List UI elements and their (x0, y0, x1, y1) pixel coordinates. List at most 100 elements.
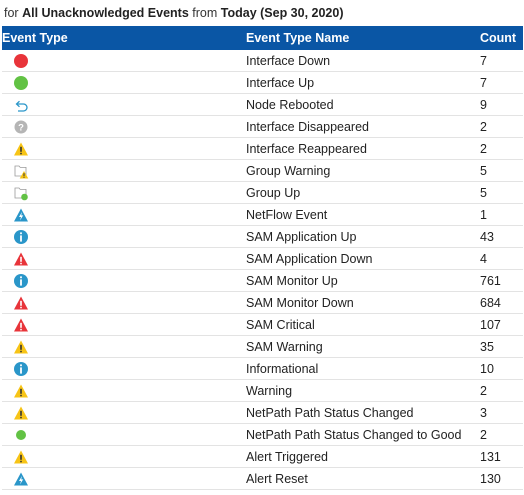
info-icon (13, 229, 29, 245)
critical-triangle-icon (13, 317, 29, 333)
event-type-name-cell: Interface Disappeared (246, 115, 480, 138)
svg-text:?: ? (18, 122, 24, 133)
green-circle-icon (13, 75, 29, 91)
critical-triangle-icon (13, 251, 29, 267)
event-count-cell: 35 (480, 335, 523, 358)
event-type-name-cell: Alert Triggered (246, 445, 480, 468)
event-count-cell: 2 (480, 115, 523, 138)
subtitle-filter: All Unacknowledged Events (22, 6, 189, 20)
event-type-cell (2, 247, 246, 270)
event-type-name-cell: Interface Up (246, 71, 480, 94)
warning-triangle-icon (13, 141, 29, 157)
table-row[interactable]: Interface Up 7 (2, 71, 523, 94)
table-row[interactable]: NetPath Path Status Changed to Good 2 (2, 423, 523, 446)
header-row: Event Type Event Type Name Count (2, 26, 523, 50)
event-count-cell: 3 (480, 401, 523, 424)
event-type-cell (2, 379, 246, 402)
header-event-type-name[interactable]: Event Type Name (246, 26, 480, 50)
group-warning-icon (13, 163, 29, 179)
warning-triangle-icon (13, 405, 29, 421)
event-type-name-cell: SAM Warning (246, 335, 480, 358)
table-row[interactable]: Group Up 5 (2, 181, 523, 204)
table-row[interactable]: SAM Application Up 43 (2, 225, 523, 248)
event-count-cell: 2 (480, 137, 523, 160)
event-type-cell (2, 313, 246, 336)
event-count-cell: 5 (480, 159, 523, 182)
event-count-cell: 1 (480, 203, 523, 226)
warning-triangle-icon (13, 383, 29, 399)
event-type-cell (2, 159, 246, 182)
question-icon: ? (13, 119, 29, 135)
event-type-name-cell: SAM Monitor Up (246, 269, 480, 292)
event-type-name-cell: SAM Monitor Down (246, 291, 480, 314)
event-type-name-cell: NetPath Path Status Changed to Good (246, 423, 480, 446)
header-count[interactable]: Count (480, 26, 523, 50)
event-type-cell (2, 71, 246, 94)
event-count-cell: 7 (480, 50, 523, 72)
event-type-cell (2, 225, 246, 248)
table-row[interactable]: Interface Reappeared 2 (2, 137, 523, 160)
event-count-cell: 7 (480, 71, 523, 94)
event-count-cell: 761 (480, 269, 523, 292)
event-type-name-cell: Alert Reset (246, 467, 480, 490)
table-row[interactable]: SAM Monitor Down 684 (2, 291, 523, 314)
netflow-icon (13, 471, 29, 487)
event-type-cell (2, 335, 246, 358)
report-subtitle: for All Unacknowledged Events from Today… (0, 0, 524, 26)
table-row[interactable]: NetPath Path Status Changed 3 (2, 401, 523, 424)
event-type-cell (2, 467, 246, 490)
event-type-cell (2, 291, 246, 314)
event-count-cell: 9 (480, 93, 523, 116)
event-count-cell: 4 (480, 247, 523, 270)
reboot-arrow-icon (13, 97, 29, 113)
event-count-cell: 684 (480, 291, 523, 314)
event-type-name-cell: Informational (246, 357, 480, 380)
warning-triangle-icon (13, 339, 29, 355)
table-row[interactable]: Informational 10 (2, 357, 523, 380)
table-row[interactable]: Node Rebooted 9 (2, 93, 523, 116)
events-table-header: Event Type Event Type Name Count (2, 26, 523, 50)
table-row[interactable]: SAM Application Down 4 (2, 247, 523, 270)
netflow-icon (13, 207, 29, 223)
table-row[interactable]: SAM Monitor Up 761 (2, 269, 523, 292)
subtitle-prefix: for (4, 6, 19, 20)
events-table-body: Interface Down 7 Interface Up 7 Node Reboote… (2, 50, 523, 490)
table-row[interactable]: Alert Triggered 131 (2, 445, 523, 468)
event-type-cell (2, 181, 246, 204)
table-row[interactable]: SAM Warning 35 (2, 335, 523, 358)
event-type-name-cell: SAM Application Up (246, 225, 480, 248)
critical-triangle-icon (13, 295, 29, 311)
subtitle-mid: from (192, 6, 218, 20)
table-row[interactable]: Warning 2 (2, 379, 523, 402)
event-count-cell: 10 (480, 357, 523, 380)
event-type-name-cell: SAM Application Down (246, 247, 480, 270)
event-type-name-cell: Group Warning (246, 159, 480, 182)
table-row[interactable]: Group Warning 5 (2, 159, 523, 182)
event-count-cell: 2 (480, 379, 523, 402)
event-type-name-cell: Group Up (246, 181, 480, 204)
table-row[interactable]: Interface Down 7 (2, 50, 523, 72)
event-count-cell: 43 (480, 225, 523, 248)
event-type-name-cell: SAM Critical (246, 313, 480, 336)
event-count-cell: 2 (480, 423, 523, 446)
event-type-name-cell: Node Rebooted (246, 93, 480, 116)
small-green-dot-icon (13, 427, 29, 443)
event-type-cell (2, 357, 246, 380)
event-count-cell: 130 (480, 467, 523, 490)
event-type-name-cell: NetPath Path Status Changed (246, 401, 480, 424)
table-row[interactable]: NetFlow Event 1 (2, 203, 523, 226)
header-event-type[interactable]: Event Type (2, 26, 246, 50)
event-type-cell (2, 269, 246, 292)
table-row[interactable]: ? Interface Disappeared 2 (2, 115, 523, 138)
event-count-cell: 107 (480, 313, 523, 336)
table-row[interactable]: SAM Critical 107 (2, 313, 523, 336)
event-count-cell: 131 (480, 445, 523, 468)
event-type-cell (2, 423, 246, 446)
event-type-name-cell: NetFlow Event (246, 203, 480, 226)
event-type-cell (2, 93, 246, 116)
info-icon (13, 361, 29, 377)
event-type-name-cell: Interface Down (246, 50, 480, 72)
event-type-cell (2, 445, 246, 468)
info-icon (13, 273, 29, 289)
table-row[interactable]: Alert Reset 130 (2, 467, 523, 490)
